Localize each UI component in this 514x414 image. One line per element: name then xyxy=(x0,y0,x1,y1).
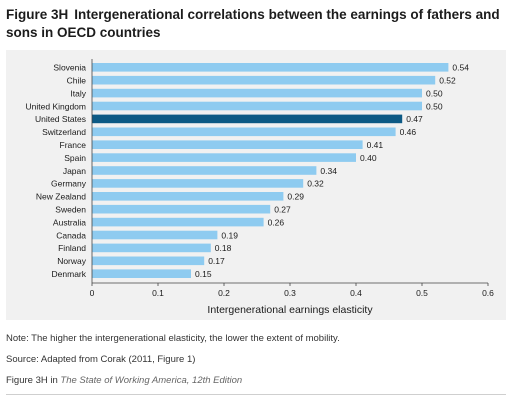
bar xyxy=(92,153,356,162)
bar xyxy=(92,256,205,266)
x-tick-label: 0 xyxy=(90,288,95,298)
value-label: 0.46 xyxy=(400,127,417,137)
figure-credit: Figure 3H in The State of Working Americ… xyxy=(6,375,242,386)
category-label: United States xyxy=(35,114,86,124)
category-label: Finland xyxy=(58,243,86,253)
chart-note: Note: The higher the intergenerational e… xyxy=(6,333,340,344)
value-label: 0.40 xyxy=(360,153,377,163)
credit-publication: The State of Working America, 12th Editi… xyxy=(60,375,243,386)
category-label: Spain xyxy=(64,153,86,163)
x-axis-title: Intergenerational earnings elasticity xyxy=(207,304,373,316)
bar xyxy=(92,127,396,137)
x-tick-label: 0.4 xyxy=(350,288,362,298)
bar xyxy=(92,269,191,278)
category-label: Norway xyxy=(57,256,87,266)
x-tick-label: 0.1 xyxy=(152,288,164,298)
x-tick-label: 0.2 xyxy=(218,288,230,298)
credit-prefix: Figure 3H in xyxy=(6,375,61,386)
x-tick-label: 0.6 xyxy=(482,288,494,298)
chart-source: Source: Adapted from Corak (2011, Figure… xyxy=(6,354,196,365)
value-label: 0.32 xyxy=(307,179,324,189)
category-label: Italy xyxy=(70,88,86,98)
category-label: United Kingdom xyxy=(26,101,86,111)
chart-panel: Slovenia 0.54 Chile 0.52 Italy 0.50 United Kin… xyxy=(6,50,506,320)
bar xyxy=(92,101,422,111)
category-label: Japan xyxy=(63,166,86,176)
category-label: New Zealand xyxy=(36,192,86,202)
value-label: 0.50 xyxy=(426,101,443,111)
category-label: Australia xyxy=(53,217,86,227)
bar xyxy=(92,243,211,253)
category-label: Germany xyxy=(51,179,87,189)
x-tick-label: 0.3 xyxy=(284,288,296,298)
figure-title: Figure 3H Intergenerational correlations … xyxy=(6,6,506,42)
value-label: 0.47 xyxy=(406,114,423,124)
bar xyxy=(92,140,363,149)
figure-number: Figure 3H xyxy=(6,7,69,22)
figure-title-text: Intergenerational correlations between t… xyxy=(6,7,500,40)
bar xyxy=(92,179,304,188)
bar xyxy=(92,75,436,85)
category-label: Slovenia xyxy=(53,63,86,73)
value-label: 0.27 xyxy=(274,205,291,215)
bar xyxy=(92,192,284,201)
value-label: 0.54 xyxy=(452,63,469,73)
bar xyxy=(92,204,271,214)
bar xyxy=(92,88,422,98)
category-label: Switzerland xyxy=(42,127,86,137)
x-tick-label: 0.5 xyxy=(416,288,428,298)
value-label: 0.52 xyxy=(439,76,456,86)
category-label: Chile xyxy=(67,76,87,86)
category-label: Denmark xyxy=(52,269,87,279)
value-label: 0.41 xyxy=(367,140,384,150)
category-label: France xyxy=(60,140,87,150)
bar xyxy=(92,166,317,175)
value-label: 0.50 xyxy=(426,88,443,98)
bar xyxy=(92,217,264,227)
value-label: 0.17 xyxy=(208,256,225,266)
footer-divider xyxy=(6,394,506,395)
category-label: Sweden xyxy=(55,205,86,215)
value-label: 0.19 xyxy=(221,230,238,240)
category-label: Canada xyxy=(56,230,86,240)
bar xyxy=(92,114,403,124)
bar xyxy=(92,230,218,240)
value-label: 0.18 xyxy=(215,243,232,253)
bar xyxy=(92,63,449,72)
value-label: 0.29 xyxy=(287,192,304,202)
value-label: 0.15 xyxy=(195,269,212,279)
value-label: 0.34 xyxy=(320,166,337,176)
value-label: 0.26 xyxy=(268,217,285,227)
